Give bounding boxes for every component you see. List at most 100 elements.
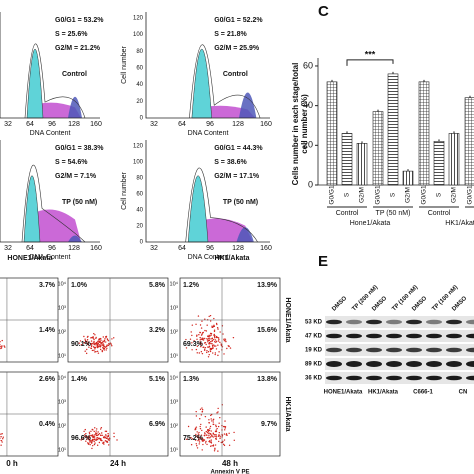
- y-tick-label: 10³: [58, 305, 66, 311]
- dot: [204, 341, 207, 344]
- dot: [215, 345, 217, 347]
- band: [366, 347, 382, 353]
- quadrant-percent: 5.8%: [149, 282, 166, 289]
- dot: [201, 332, 204, 334]
- quadrant-percent: 1.0%: [71, 282, 88, 289]
- dot: [208, 419, 210, 421]
- dot: [224, 339, 227, 341]
- size-label: 47 KD: [305, 334, 323, 340]
- dot: [223, 433, 226, 435]
- bar: [341, 133, 353, 186]
- dot: [218, 422, 220, 424]
- quadrant-percent: 13.8%: [257, 376, 278, 383]
- dot: [213, 345, 216, 347]
- band: [446, 361, 462, 367]
- dot: [103, 435, 105, 438]
- dot: [104, 430, 107, 433]
- dot: [90, 340, 93, 342]
- band: [426, 361, 442, 367]
- bar: [356, 143, 368, 186]
- dot: [220, 441, 222, 444]
- dot: [210, 341, 212, 343]
- dot: [90, 347, 93, 350]
- dot: [197, 439, 199, 442]
- dot: [85, 435, 88, 438]
- dot: [93, 332, 95, 335]
- dot: [82, 438, 85, 440]
- dot: [227, 345, 229, 347]
- y-tick-label: 40: [136, 208, 143, 214]
- quadrant-percent: 1.3%: [183, 376, 200, 383]
- dot: [210, 347, 213, 350]
- dot: [85, 432, 87, 435]
- dot: [199, 324, 202, 326]
- dot: [100, 339, 102, 341]
- dot: [216, 323, 218, 326]
- fit-line: [21, 164, 86, 243]
- dot: [0, 345, 2, 348]
- dot: [91, 447, 93, 450]
- dot: [209, 335, 211, 337]
- phase-label: G0/G1 = 44.3%: [214, 145, 263, 152]
- phase-label: G2/M = 25.9%: [214, 45, 260, 52]
- dot: [90, 337, 92, 339]
- dot: [0, 344, 1, 346]
- dot: [215, 341, 217, 344]
- x-tick-label: S: [390, 192, 397, 197]
- dot: [207, 430, 209, 432]
- bar: [326, 81, 338, 186]
- dot: [102, 343, 104, 346]
- band: [426, 333, 442, 339]
- condition-label: TP (50 nM): [223, 199, 258, 206]
- dot: [215, 429, 217, 431]
- cell-line-label: Hone1/Akata: [350, 220, 391, 227]
- dot: [212, 352, 214, 354]
- dot: [87, 343, 89, 346]
- dot: [105, 435, 107, 437]
- dot: [93, 440, 95, 442]
- x-tick-label: 64: [26, 245, 34, 252]
- dot: [208, 315, 210, 318]
- dot: [105, 349, 107, 351]
- dot: [102, 346, 104, 349]
- x-tick-label: G0/G1: [467, 185, 474, 205]
- dot: [215, 340, 218, 343]
- y-tick-label: 10³: [58, 399, 66, 405]
- dot: [94, 346, 97, 349]
- dot: [202, 339, 205, 341]
- dot: [214, 435, 216, 438]
- dot: [98, 441, 101, 444]
- dot: [102, 340, 104, 342]
- x-tick-label: 160: [260, 121, 272, 128]
- dot: [90, 344, 93, 346]
- dot: [214, 447, 216, 450]
- dot: [96, 350, 99, 353]
- dot: [187, 438, 189, 440]
- dot: [199, 331, 201, 334]
- dot: [84, 428, 86, 431]
- dot: [0, 347, 3, 349]
- x-tick-label: 32: [150, 121, 158, 128]
- phase-label: S = 38.6%: [214, 159, 247, 166]
- dot: [200, 437, 203, 440]
- dot: [101, 341, 103, 344]
- dot: [207, 335, 209, 338]
- dot: [101, 349, 103, 352]
- band: [326, 375, 342, 381]
- dot: [217, 411, 219, 413]
- dot: [99, 434, 102, 436]
- dot: [215, 336, 218, 339]
- dot: [86, 348, 88, 351]
- dot: [97, 352, 100, 354]
- dot: [206, 431, 209, 434]
- band: [466, 333, 474, 339]
- dot: [223, 444, 226, 447]
- dot: [208, 339, 211, 342]
- dot: [113, 435, 115, 438]
- dot: [101, 344, 103, 347]
- dot: [195, 443, 197, 445]
- dot: [91, 342, 93, 345]
- dot: [208, 435, 210, 437]
- dot: [203, 349, 206, 351]
- quadrant-percent: 1.2%: [183, 282, 200, 289]
